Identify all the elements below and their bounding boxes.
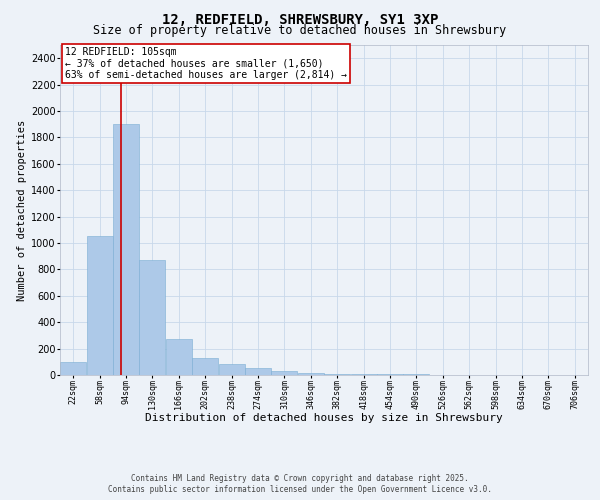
Bar bbox=[377, 374, 403, 375]
Bar bbox=[324, 374, 350, 375]
Y-axis label: Number of detached properties: Number of detached properties bbox=[17, 120, 27, 300]
Bar bbox=[113, 124, 139, 375]
X-axis label: Distribution of detached houses by size in Shrewsbury: Distribution of detached houses by size … bbox=[145, 414, 503, 424]
Bar bbox=[192, 358, 218, 375]
Bar bbox=[403, 374, 430, 375]
Text: Size of property relative to detached houses in Shrewsbury: Size of property relative to detached ho… bbox=[94, 24, 506, 37]
Text: Contains HM Land Registry data © Crown copyright and database right 2025.
Contai: Contains HM Land Registry data © Crown c… bbox=[108, 474, 492, 494]
Text: 12, REDFIELD, SHREWSBURY, SY1 3XP: 12, REDFIELD, SHREWSBURY, SY1 3XP bbox=[162, 12, 438, 26]
Text: 12 REDFIELD: 105sqm
← 37% of detached houses are smaller (1,650)
63% of semi-det: 12 REDFIELD: 105sqm ← 37% of detached ho… bbox=[65, 46, 347, 80]
Bar bbox=[218, 364, 245, 375]
Bar bbox=[60, 362, 86, 375]
Bar bbox=[139, 260, 166, 375]
Bar bbox=[245, 368, 271, 375]
Bar bbox=[350, 374, 377, 375]
Bar bbox=[271, 371, 298, 375]
Bar bbox=[86, 236, 113, 375]
Bar bbox=[166, 338, 192, 375]
Bar bbox=[298, 374, 324, 375]
